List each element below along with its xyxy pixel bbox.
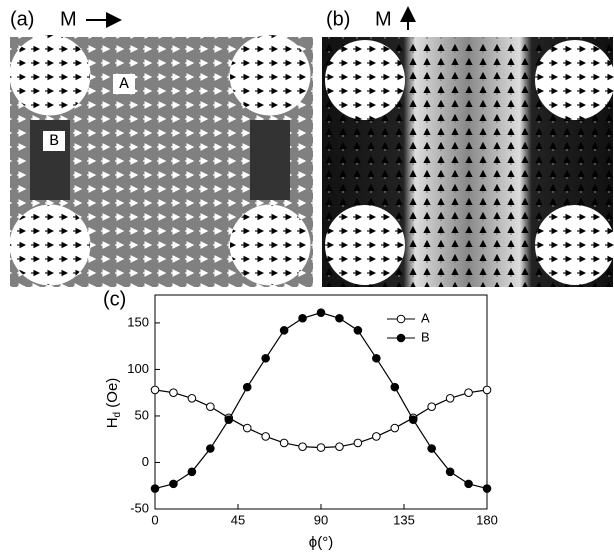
panel-label: (a) — [10, 8, 34, 30]
data-point — [316, 443, 326, 452]
x-tick-label: 45 — [231, 512, 245, 527]
data-point — [150, 385, 160, 395]
data-point — [279, 438, 289, 448]
panel-label: (c) — [103, 288, 126, 310]
data-point — [150, 484, 160, 493]
data-point — [242, 382, 252, 392]
y-tick-label: 0 — [142, 454, 149, 469]
data-point — [372, 353, 381, 363]
tag-box — [43, 131, 65, 151]
legend-marker — [396, 314, 406, 324]
series-line — [154, 312, 488, 490]
data-point — [353, 438, 363, 448]
x-axis-label: ϕ(°) — [309, 534, 333, 551]
field-label: M — [60, 8, 77, 30]
y-label-sub: d — [112, 412, 123, 418]
data-point — [224, 415, 234, 424]
data-point — [242, 423, 252, 433]
y-axis-label: Hd (Oe) — [104, 378, 123, 429]
tag-box — [113, 74, 135, 94]
x-tick-label: 0 — [151, 512, 158, 527]
data-point — [427, 444, 436, 453]
data-point — [464, 479, 473, 489]
data-point — [445, 467, 455, 477]
data-point — [353, 326, 363, 335]
y-label-unit: (Oe) — [104, 378, 121, 412]
data-point — [464, 388, 473, 397]
y-tick-label: 150 — [127, 314, 149, 329]
legend-label: A — [421, 310, 430, 325]
data-point — [482, 484, 492, 493]
plot-frame — [154, 294, 488, 510]
y-tick-label: 50 — [135, 407, 149, 422]
data-point — [298, 313, 307, 323]
data-point — [298, 442, 307, 451]
panel-label: (b) — [326, 8, 350, 30]
data-point — [445, 393, 455, 403]
y-tick-label: -50 — [130, 500, 149, 515]
y-label-main: H — [104, 417, 121, 428]
field-label: M — [375, 8, 392, 30]
series-line — [154, 389, 488, 449]
data-point — [279, 326, 289, 335]
data-point — [482, 385, 492, 395]
data-point — [261, 432, 270, 441]
legend-label: B — [421, 329, 430, 344]
data-point — [335, 313, 344, 323]
data-point — [390, 423, 400, 433]
data-point — [372, 432, 381, 441]
data-point — [408, 415, 418, 424]
x-tick-label: 135 — [393, 512, 415, 527]
region — [250, 120, 290, 200]
data-point — [169, 479, 178, 489]
region-tag: A — [119, 75, 129, 93]
y-tick-label: 100 — [127, 361, 149, 376]
data-point — [169, 388, 178, 397]
data-point — [261, 353, 270, 363]
data-point — [335, 442, 344, 451]
data-point — [427, 402, 436, 411]
data-point — [206, 402, 215, 411]
legend-marker — [396, 333, 406, 343]
x-tick-label: 90 — [314, 512, 328, 527]
data-point — [206, 444, 215, 453]
x-tick-label: 180 — [476, 512, 498, 527]
region-tag: B — [49, 132, 59, 150]
data-point — [187, 467, 197, 477]
data-point — [187, 393, 197, 403]
data-point — [390, 382, 400, 392]
data-point — [316, 308, 326, 317]
